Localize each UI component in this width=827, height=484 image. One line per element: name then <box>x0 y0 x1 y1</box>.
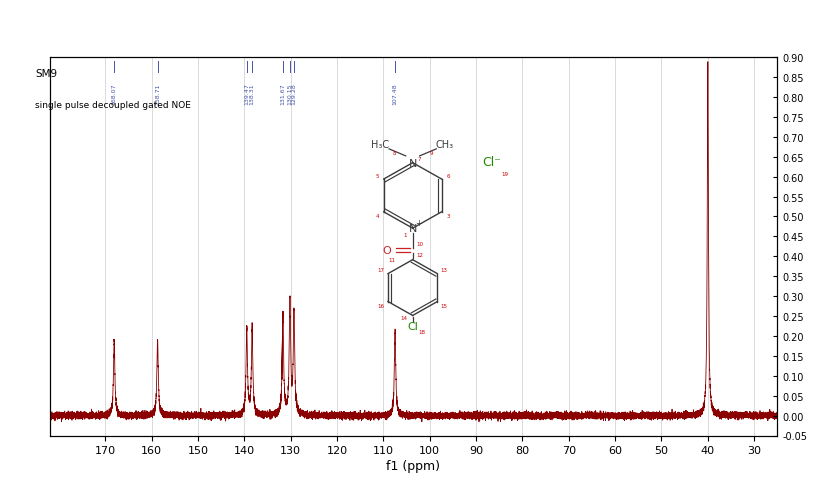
Text: N: N <box>409 224 417 234</box>
X-axis label: f1 (ppm): f1 (ppm) <box>386 459 441 472</box>
Text: 158.71: 158.71 <box>155 83 160 105</box>
Text: 11: 11 <box>388 257 395 262</box>
Text: O: O <box>382 245 391 256</box>
Text: 107.48: 107.48 <box>393 83 398 105</box>
Text: 138.31: 138.31 <box>250 83 255 105</box>
Text: 1: 1 <box>403 233 407 238</box>
Text: 18: 18 <box>418 329 426 334</box>
Text: 7: 7 <box>418 156 422 162</box>
Text: 3: 3 <box>447 213 450 218</box>
Text: 129.28: 129.28 <box>291 83 297 105</box>
Text: single pulse decoupled gated NOE: single pulse decoupled gated NOE <box>35 101 191 110</box>
Text: Cl⁻: Cl⁻ <box>483 156 501 168</box>
Text: 19: 19 <box>501 172 508 177</box>
Text: 4: 4 <box>375 213 379 218</box>
Text: 131.67: 131.67 <box>280 83 285 105</box>
Text: N: N <box>409 158 417 168</box>
Text: +: + <box>415 219 423 228</box>
Text: 16: 16 <box>378 303 385 308</box>
Text: 139.47: 139.47 <box>244 83 249 105</box>
Text: Cl: Cl <box>407 322 418 332</box>
Text: 14: 14 <box>400 316 408 321</box>
Text: 17: 17 <box>378 268 385 272</box>
Text: 6: 6 <box>447 174 450 179</box>
Text: 12: 12 <box>417 253 423 258</box>
Text: 9: 9 <box>429 151 433 156</box>
Text: H₃C: H₃C <box>371 140 390 150</box>
Text: 10: 10 <box>416 242 423 247</box>
Text: 5: 5 <box>375 174 379 179</box>
Text: CH₃: CH₃ <box>436 140 454 150</box>
Text: SM9: SM9 <box>35 69 57 79</box>
Text: 168.07: 168.07 <box>112 83 117 105</box>
Text: 13: 13 <box>441 268 447 272</box>
Text: 8: 8 <box>392 151 396 156</box>
Text: 15: 15 <box>441 303 447 308</box>
Text: 130.15: 130.15 <box>288 83 293 105</box>
